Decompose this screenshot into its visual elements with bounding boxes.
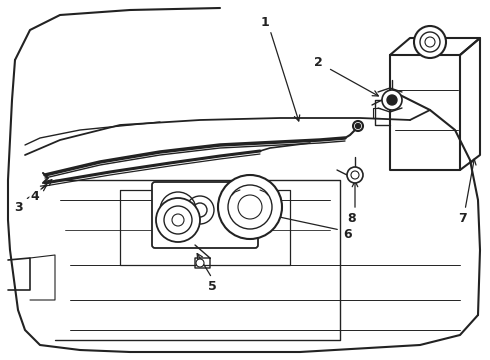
Circle shape (351, 171, 359, 179)
Text: 6: 6 (343, 228, 352, 240)
Circle shape (353, 121, 363, 131)
Circle shape (414, 26, 446, 58)
Text: 7: 7 (458, 212, 466, 225)
Circle shape (156, 198, 200, 242)
Circle shape (172, 214, 184, 226)
Circle shape (420, 32, 440, 52)
Circle shape (356, 123, 361, 129)
Circle shape (238, 195, 262, 219)
Text: 3: 3 (14, 201, 23, 213)
Circle shape (196, 259, 204, 267)
FancyBboxPatch shape (152, 182, 258, 248)
Text: 4: 4 (30, 189, 39, 202)
Text: 5: 5 (208, 279, 217, 292)
Circle shape (382, 90, 402, 110)
Text: 2: 2 (314, 55, 322, 68)
Circle shape (218, 175, 282, 239)
Circle shape (164, 206, 192, 234)
Text: 8: 8 (348, 212, 356, 225)
Circle shape (347, 167, 363, 183)
Circle shape (228, 185, 272, 229)
Circle shape (387, 95, 397, 105)
Circle shape (425, 37, 435, 47)
Text: 1: 1 (261, 15, 270, 28)
